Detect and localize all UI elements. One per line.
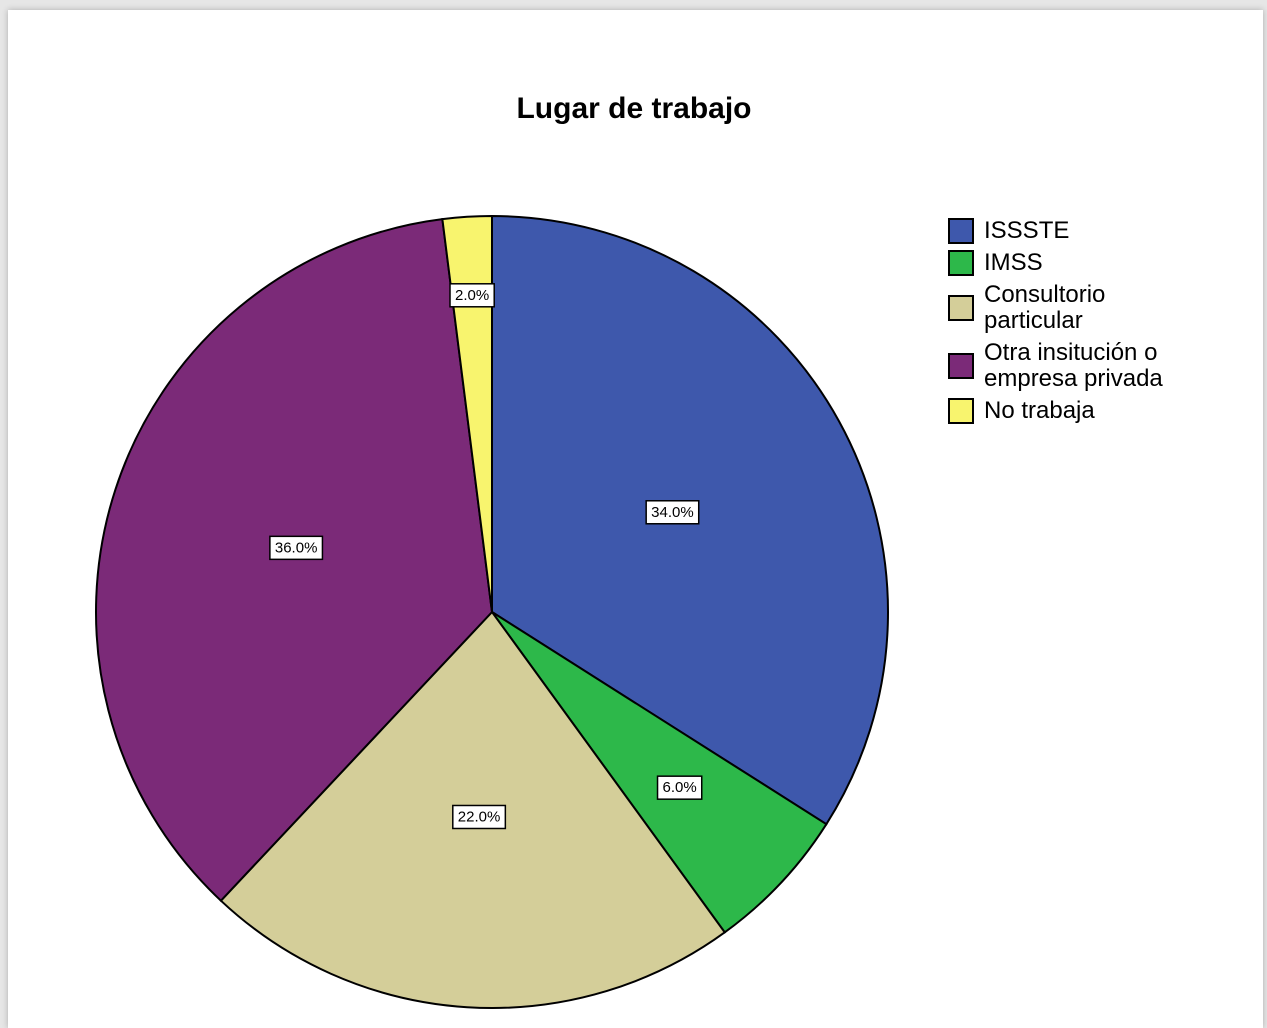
- legend-item: Otra insitución o empresa privada: [948, 340, 1208, 392]
- value-label-text: 6.0%: [663, 779, 697, 796]
- value-label-text: 36.0%: [275, 539, 318, 556]
- value-label-box: [645, 500, 700, 525]
- value-label-text: 22.0%: [458, 808, 501, 825]
- legend-item: No trabaja: [948, 398, 1208, 424]
- legend-swatch: [948, 250, 974, 276]
- legend-label: No trabaja: [984, 397, 1095, 424]
- legend-swatch: [948, 353, 974, 379]
- value-label-box: [452, 804, 507, 830]
- value-label-text: 2.0%: [455, 287, 489, 304]
- legend-swatch: [948, 398, 974, 424]
- value-label-text: 34.0%: [651, 504, 694, 521]
- value-label: 6.0%: [656, 775, 703, 800]
- value-label: 2.0%: [449, 283, 495, 308]
- value-label: 36.0%: [269, 535, 324, 561]
- value-label: 34.0%: [645, 500, 700, 525]
- legend-label: Consultorio particular: [984, 281, 1106, 334]
- pie-slice: [441, 214, 493, 613]
- value-label-box: [449, 283, 495, 308]
- value-label-box: [269, 535, 324, 561]
- legend-swatch: [948, 218, 974, 244]
- legend-item: Consultorio particular: [948, 282, 1208, 334]
- value-label-box: [656, 775, 703, 800]
- legend-label: IMSS: [984, 249, 1043, 276]
- pie-slice: [491, 611, 828, 934]
- value-label: 22.0%: [452, 804, 507, 830]
- chart-title: Lugar de trabajo: [516, 92, 751, 125]
- legend-item: IMSS: [948, 250, 1208, 276]
- chart-card: Lugar de trabajo 34.0% 6.0% 22.0% 36.0% 2.0%…: [8, 10, 1263, 1028]
- legend-swatch: [948, 295, 974, 321]
- legend-label: ISSSTE: [984, 217, 1070, 244]
- legend: ISSSTE IMSS Consultorio particular Otra ins…: [948, 218, 1208, 430]
- chart: Lugar de trabajo 34.0% 6.0% 22.0% 36.0% 2.0%: [95, 92, 889, 1009]
- legend-label: Otra insitución o empresa privada: [984, 339, 1163, 392]
- legend-item: ISSSTE: [948, 218, 1208, 244]
